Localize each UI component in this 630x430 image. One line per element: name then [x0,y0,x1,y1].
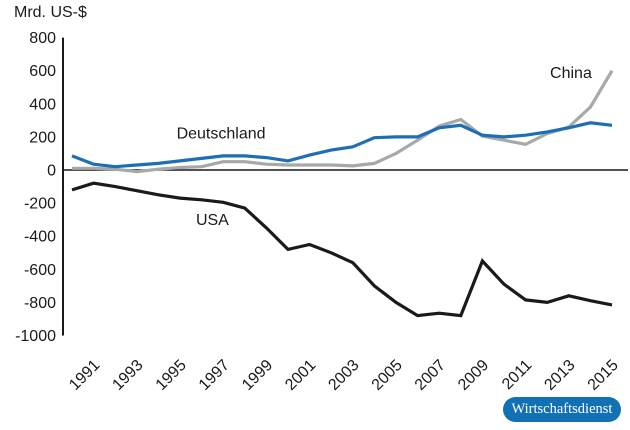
x-tick-label: 2009 [455,357,492,394]
series-line-usa [71,181,613,318]
series-label-deutschland: Deutschland [177,125,266,142]
x-tick-label: 1999 [239,357,276,394]
x-tick-label: 2005 [369,357,406,394]
x-tick-label: 2003 [325,357,362,394]
x-tick-label: 1991 [66,357,103,394]
x-tick-label: 2013 [541,357,578,394]
axes [62,37,628,336]
y-tick-label: -200 [24,196,56,213]
y-tick-label: 600 [29,63,56,80]
x-tick-label: 2001 [282,357,319,394]
axis-unit-label: Mrd. US-$ [14,4,87,21]
x-tick-label: 1997 [196,357,233,394]
y-tick-label: 800 [29,30,56,47]
y-tick-label: 400 [29,96,56,113]
y-tick-label: 0 [47,163,56,180]
y-tick-label: -400 [24,229,56,246]
series-label-usa: USA [196,212,229,229]
series-label-china: China [550,65,592,82]
y-tick-labels: 800 600 400 200 0 -200 -400 -600 -800 -1000 [15,30,56,345]
x-tick-labels: 1991 1993 1995 1997 1999 2001 2003 2005 2007 2009… [66,357,622,394]
y-tick-label: 200 [29,129,56,146]
x-tick-label: 1993 [109,357,146,394]
series-line-deutschland [71,121,613,169]
y-tick-label: -800 [24,295,56,312]
y-tick-label: -1000 [15,328,56,345]
series-lines [71,69,614,318]
series-line-china [72,69,614,174]
x-tick-label: 2015 [585,357,622,394]
series-labels: Deutschland China USA [177,65,592,229]
x-tick-label: 1995 [153,357,190,394]
x-tick-label: 2007 [412,357,449,394]
wirtschaftsdienst-badge: Wirtschaftsdienst [503,397,621,422]
y-tick-label: -600 [24,262,56,279]
x-tick-label: 2011 [499,357,535,393]
